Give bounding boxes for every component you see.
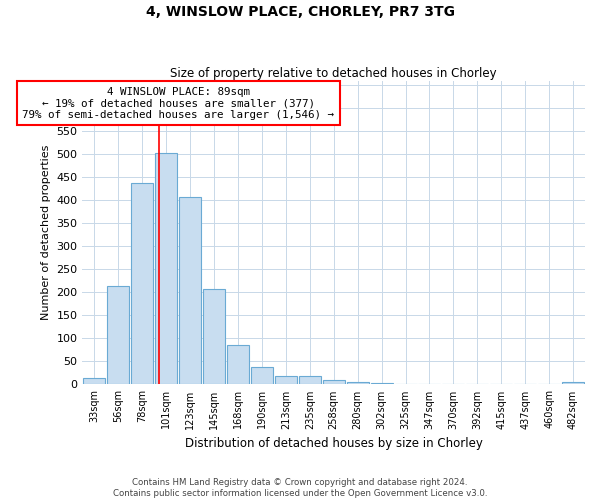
Bar xyxy=(251,367,273,384)
Bar xyxy=(203,289,225,384)
Bar xyxy=(299,376,321,384)
Bar xyxy=(131,184,153,384)
X-axis label: Distribution of detached houses by size in Chorley: Distribution of detached houses by size … xyxy=(185,437,482,450)
Text: 4 WINSLOW PLACE: 89sqm
← 19% of detached houses are smaller (377)
79% of semi-de: 4 WINSLOW PLACE: 89sqm ← 19% of detached… xyxy=(22,86,334,120)
Bar xyxy=(323,380,345,384)
Bar xyxy=(347,382,368,384)
Title: Size of property relative to detached houses in Chorley: Size of property relative to detached ho… xyxy=(170,66,497,80)
Bar xyxy=(371,383,392,384)
Bar xyxy=(179,197,201,384)
Bar xyxy=(155,153,177,384)
Bar xyxy=(562,382,584,384)
Bar xyxy=(83,378,106,384)
Text: 4, WINSLOW PLACE, CHORLEY, PR7 3TG: 4, WINSLOW PLACE, CHORLEY, PR7 3TG xyxy=(146,5,455,19)
Bar xyxy=(107,286,130,384)
Bar xyxy=(227,346,249,385)
Text: Contains HM Land Registry data © Crown copyright and database right 2024.
Contai: Contains HM Land Registry data © Crown c… xyxy=(113,478,487,498)
Y-axis label: Number of detached properties: Number of detached properties xyxy=(41,145,51,320)
Bar xyxy=(275,376,297,384)
